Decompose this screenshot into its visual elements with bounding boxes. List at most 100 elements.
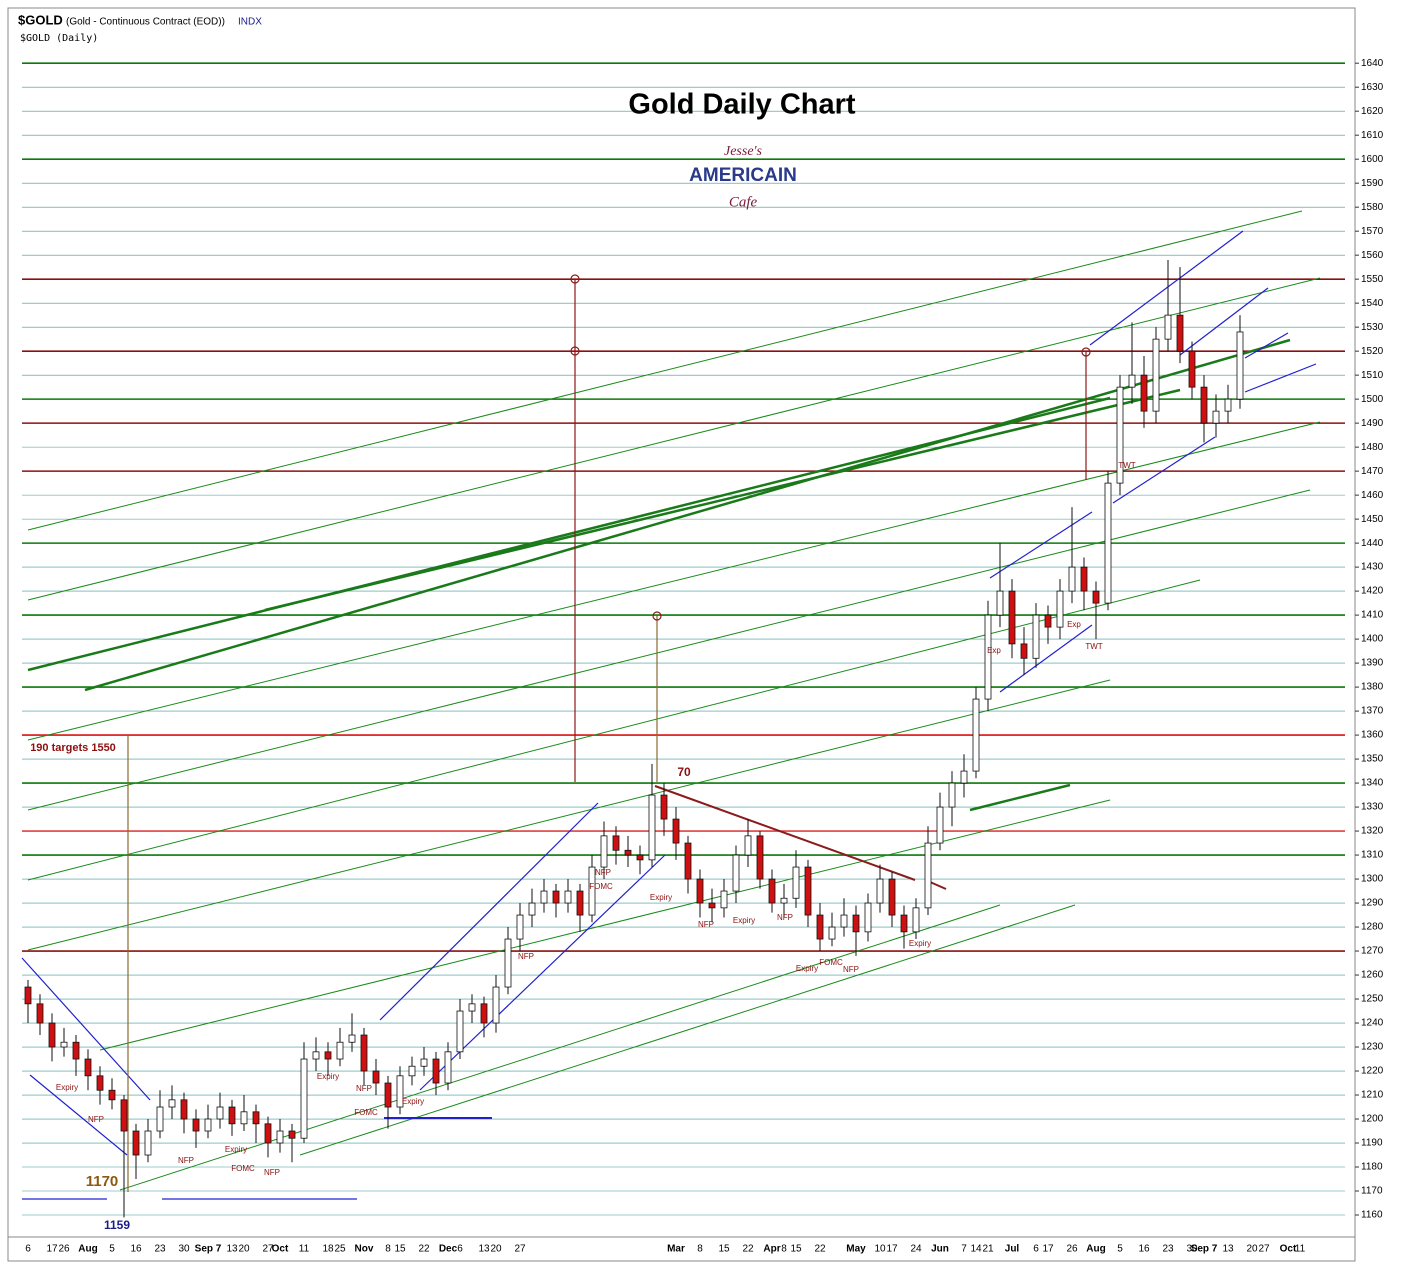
x-tick-label: May xyxy=(846,1244,866,1255)
x-tick-label: 25 xyxy=(334,1244,346,1255)
y-tick-label: 1170 xyxy=(1361,1186,1383,1197)
candle-body xyxy=(1032,614,1040,659)
candle-body xyxy=(456,1010,464,1053)
y-tick-label: 1550 xyxy=(1361,274,1384,285)
candle-body xyxy=(312,1051,320,1060)
x-tick-label: 8 xyxy=(385,1244,391,1255)
x-tick-label: 7 xyxy=(961,1244,967,1255)
marker xyxy=(1081,347,1091,357)
candle-body xyxy=(828,926,836,940)
candle-body xyxy=(1020,643,1028,659)
y-tick-label: 1320 xyxy=(1361,826,1384,837)
x-tick-label: Jun xyxy=(931,1244,949,1255)
marker xyxy=(652,611,662,621)
candle-body xyxy=(252,1111,260,1125)
annotation: FOMC xyxy=(819,958,843,967)
annotation: Expiry xyxy=(56,1083,78,1092)
x-tick-label: 22 xyxy=(742,1244,754,1255)
candle-body xyxy=(84,1058,92,1077)
trend-line xyxy=(27,210,1303,531)
candle-body xyxy=(984,614,992,700)
candle-body xyxy=(696,878,704,904)
trend-line xyxy=(84,338,1291,692)
candle-body xyxy=(444,1051,452,1084)
candle-body xyxy=(948,782,956,808)
trend-line xyxy=(27,277,1321,601)
y-tick-label: 1470 xyxy=(1361,466,1384,477)
y-tick-label: 1260 xyxy=(1361,970,1384,981)
y-tick-label: 1210 xyxy=(1361,1090,1384,1101)
x-tick-label: 14 xyxy=(970,1244,982,1255)
y-tick-label: 1160 xyxy=(1361,1210,1383,1221)
y-tick-label: 1370 xyxy=(1361,706,1384,717)
candle-body xyxy=(1104,482,1112,604)
candle-body xyxy=(672,818,680,844)
candle-body xyxy=(636,854,644,861)
y-tick-label: 1270 xyxy=(1361,946,1384,957)
x-tick-label: 26 xyxy=(58,1244,70,1255)
candle-body xyxy=(192,1118,200,1132)
trend-lines xyxy=(21,210,1321,1200)
y-tick-label: 1430 xyxy=(1361,562,1384,573)
y-tick-label: 1590 xyxy=(1361,178,1384,189)
channel-line xyxy=(989,511,1093,579)
annotation: FOMC xyxy=(589,882,613,891)
logo-text: AMERICAIN xyxy=(689,165,797,186)
subtitle: (Gold - Continuous Contract (EOD)) xyxy=(66,17,225,28)
candle-body xyxy=(900,914,908,933)
y-tick-label: 1240 xyxy=(1361,1018,1384,1029)
axes: 1160117011801190120012101220123012401250… xyxy=(25,58,1383,1255)
candle-body xyxy=(1188,350,1196,388)
x-tick-label: 22 xyxy=(418,1244,430,1255)
candle-body xyxy=(720,890,728,909)
candle-body xyxy=(144,1130,152,1156)
annotation: NFP xyxy=(843,965,859,974)
y-tick-label: 1630 xyxy=(1361,82,1384,93)
candle-body xyxy=(1128,374,1136,388)
annotation: FOMC xyxy=(354,1108,378,1117)
candle-body xyxy=(60,1041,68,1048)
marker xyxy=(570,346,580,356)
candle-body xyxy=(372,1070,380,1084)
candle-body xyxy=(420,1058,428,1067)
candle-body xyxy=(432,1058,440,1084)
candle-body xyxy=(408,1065,416,1077)
y-tick-label: 1400 xyxy=(1361,634,1384,645)
candle-body xyxy=(852,914,860,933)
candle-body xyxy=(780,897,788,904)
x-tick-label: 8 xyxy=(781,1244,787,1255)
y-tick-label: 1560 xyxy=(1361,250,1384,261)
annotation: NFP xyxy=(264,1168,280,1177)
candle-body xyxy=(1068,566,1076,592)
trend-line xyxy=(27,421,1321,741)
trend-line xyxy=(969,783,1071,812)
candle-body xyxy=(396,1075,404,1108)
annotation: NFP xyxy=(356,1084,372,1093)
y-tick-label: 1530 xyxy=(1361,322,1384,333)
candles xyxy=(24,259,1244,1218)
candle-body xyxy=(1116,386,1124,484)
candle-body xyxy=(336,1041,344,1060)
candle-body xyxy=(228,1106,236,1125)
y-tick-label: 1290 xyxy=(1361,898,1384,909)
x-tick-label: 16 xyxy=(1138,1244,1150,1255)
annotation: 70 xyxy=(677,765,691,779)
x-tick-label: 15 xyxy=(718,1244,730,1255)
candle-body xyxy=(24,986,32,1005)
y-tick-label: 1490 xyxy=(1361,418,1384,429)
y-tick-label: 1440 xyxy=(1361,538,1384,549)
x-tick-label: Oct xyxy=(1280,1244,1297,1255)
candle-body xyxy=(120,1099,128,1132)
x-tick-label: 13 xyxy=(478,1244,490,1255)
candle-body xyxy=(204,1118,212,1132)
candle-body xyxy=(72,1041,80,1060)
candle-body xyxy=(1236,331,1244,400)
candle-body xyxy=(300,1058,308,1139)
logo-text: Jesse's xyxy=(724,144,763,159)
candle-body xyxy=(528,902,536,916)
candle-body xyxy=(288,1130,296,1139)
candle-body xyxy=(1164,314,1172,340)
candle-body xyxy=(216,1106,224,1120)
